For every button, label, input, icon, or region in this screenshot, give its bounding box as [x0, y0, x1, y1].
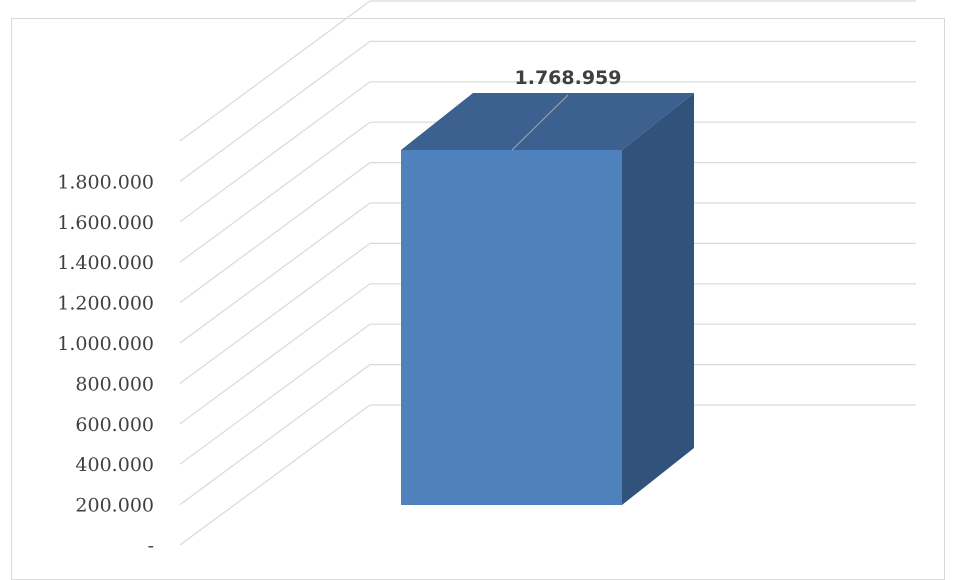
y-tick-label: 1.000.000 [57, 333, 154, 355]
y-tick-label: 1.800.000 [57, 171, 154, 193]
gridline-diagonal [179, 40, 371, 182]
y-tick-label: - [148, 535, 154, 557]
gridline-diagonal [179, 404, 371, 546]
y-tick-label: 1.200.000 [57, 293, 154, 315]
y-tick-label: 1.600.000 [57, 212, 154, 234]
data-label: 1.768.959 [515, 67, 622, 89]
y-tick-label: 400.000 [75, 454, 154, 476]
gridline-diagonal [179, 202, 371, 344]
y-tick-label: 800.000 [75, 373, 154, 395]
gridline-diagonal [179, 323, 371, 465]
bar [401, 150, 622, 505]
y-tick-label: 1.400.000 [57, 252, 154, 274]
data-labels: 1.768.959 [511, 67, 622, 151]
y-axis-ticks: - 200.000 400.000 600.000 800.000 1.000.000 1.… [57, 171, 154, 557]
gridline-diagonal [179, 162, 371, 304]
gridline-diagonal [179, 121, 371, 263]
bars [401, 93, 694, 505]
y-tick-label: 200.000 [75, 495, 154, 517]
gridline-diagonal [179, 242, 371, 384]
gridline-diagonal [179, 283, 371, 425]
bar-top [401, 93, 694, 150]
bar-side [622, 93, 694, 505]
data-label-leader [511, 94, 569, 151]
gridline-diagonal [179, 364, 371, 506]
gridline-diagonal [179, 81, 371, 223]
y-tick-label: 600.000 [75, 414, 154, 436]
gridline-diagonal [179, 0, 371, 142]
